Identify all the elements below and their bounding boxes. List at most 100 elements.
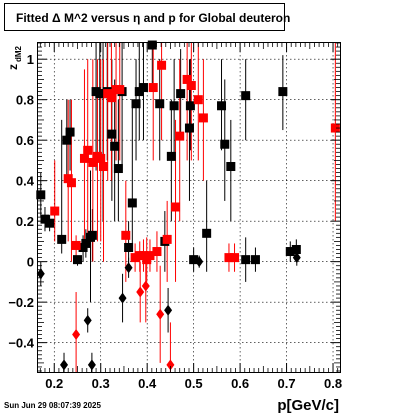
black-diamond-point xyxy=(83,314,92,326)
tick-labels-layer: 0.2 0.3 0.4 0.5 0.6 0.7 0.8 −0.4 −0.2 0 0.2 0.4 0.6 0… xyxy=(8,52,342,391)
x-tick-label: 0.5 xyxy=(185,376,203,391)
black-square-point xyxy=(87,230,97,240)
x-tick-label: 0.3 xyxy=(92,376,110,391)
x-axis-title: p[GeV/c] xyxy=(277,397,339,414)
black-square-point xyxy=(147,40,157,50)
black-square-point xyxy=(250,255,260,265)
y-tick-label: 0.4 xyxy=(16,174,35,189)
red-diamond-point xyxy=(156,308,165,320)
red-square-point xyxy=(50,206,60,216)
red-square-point xyxy=(88,157,98,167)
black-square-point xyxy=(138,83,148,93)
y-tick-label: −0.2 xyxy=(8,295,34,310)
black-square-point xyxy=(166,151,176,161)
red-square-point xyxy=(186,81,196,91)
black-square-point xyxy=(65,127,75,137)
black-square-point xyxy=(169,101,179,111)
red-square-point xyxy=(193,95,203,105)
x-tick-label: 0.7 xyxy=(278,376,296,391)
y-tick-label: 1 xyxy=(27,52,34,67)
red-square-point xyxy=(157,60,167,70)
y-axis-title-group: z dM2 xyxy=(6,45,23,70)
red-square-point xyxy=(79,153,89,163)
black-square-point xyxy=(36,190,46,200)
black-square-point xyxy=(155,99,165,109)
black-square-point xyxy=(285,247,295,257)
black-square-point xyxy=(184,123,194,133)
red-diamond-point xyxy=(141,280,150,292)
y-tick-label: 0.2 xyxy=(16,214,34,229)
x-tick-label: 0.6 xyxy=(231,376,249,391)
black-square-point xyxy=(110,141,120,151)
red-square-point xyxy=(96,153,106,163)
red-square-point xyxy=(115,85,125,95)
black-square-point xyxy=(278,87,288,97)
black-square-point xyxy=(45,218,55,228)
black-diamond-point xyxy=(124,262,133,274)
black-square-point xyxy=(131,99,141,109)
red-square-point xyxy=(162,234,172,244)
red-diamond-point xyxy=(136,286,145,298)
plot-frame xyxy=(37,42,341,373)
red-square-point xyxy=(148,83,158,93)
red-square-point xyxy=(175,131,185,141)
black-diamond-point xyxy=(118,292,127,304)
black-diamond-point xyxy=(195,256,204,268)
error-bars-layer xyxy=(40,43,336,372)
chart-title: Fitted Δ M^2 versus η and p for Global d… xyxy=(16,11,290,25)
y-axis-title: z xyxy=(6,64,20,70)
black-square-point xyxy=(113,164,123,174)
y-tick-label: 0.6 xyxy=(16,133,34,148)
black-square-point xyxy=(81,238,91,248)
black-square-point xyxy=(220,139,230,149)
red-square-point xyxy=(152,247,162,257)
x-tick-label: 0.4 xyxy=(138,376,157,391)
black-square-point xyxy=(127,198,137,208)
red-diamond-point xyxy=(166,359,175,371)
y-tick-label: 0.8 xyxy=(16,93,34,108)
black-square-point xyxy=(57,234,67,244)
black-square-point xyxy=(62,135,72,145)
red-square-point xyxy=(83,145,93,155)
red-square-point xyxy=(99,162,109,172)
y-tick-label: 0 xyxy=(27,255,34,270)
black-square-point xyxy=(291,245,301,255)
footer-timestamp: Sun Jun 29 08:07:39 2025 xyxy=(4,401,101,410)
black-square-point xyxy=(107,129,117,139)
black-square-point xyxy=(241,91,251,101)
markers-layer xyxy=(36,40,340,371)
black-diamond-point xyxy=(87,359,96,371)
red-square-point xyxy=(145,251,155,261)
red-square-point xyxy=(130,253,140,263)
red-square-point xyxy=(224,253,234,263)
y-tick-label: −0.4 xyxy=(8,336,34,351)
black-square-point xyxy=(217,101,227,111)
black-square-point xyxy=(241,255,251,265)
black-diamond-point xyxy=(292,252,301,264)
red-square-point xyxy=(121,230,131,240)
red-square-point xyxy=(230,253,240,263)
red-square-point xyxy=(106,93,116,103)
red-square-point xyxy=(330,123,340,133)
black-square-point xyxy=(72,255,82,265)
red-square-point xyxy=(171,202,181,212)
black-diamond-point xyxy=(164,304,173,316)
black-square-point xyxy=(185,101,195,111)
black-square-point xyxy=(189,255,199,265)
black-square-point xyxy=(202,228,212,238)
chart-title-box: Fitted Δ M^2 versus η and p for Global d… xyxy=(4,3,290,31)
y-axis-title-subscript: dM2 xyxy=(14,45,23,62)
x-tick-label: 0.2 xyxy=(45,376,63,391)
x-tick-label: 0.8 xyxy=(324,376,342,391)
black-square-point xyxy=(226,162,236,172)
black-square-point xyxy=(124,242,134,252)
red-diamond-point xyxy=(72,329,81,341)
black-square-point xyxy=(40,214,50,224)
red-square-point xyxy=(66,178,76,188)
black-square-point xyxy=(176,89,186,99)
red-square-point xyxy=(198,113,208,123)
ticks-layer xyxy=(38,42,340,372)
red-square-point xyxy=(182,74,192,84)
black-diamond-point xyxy=(60,359,69,371)
